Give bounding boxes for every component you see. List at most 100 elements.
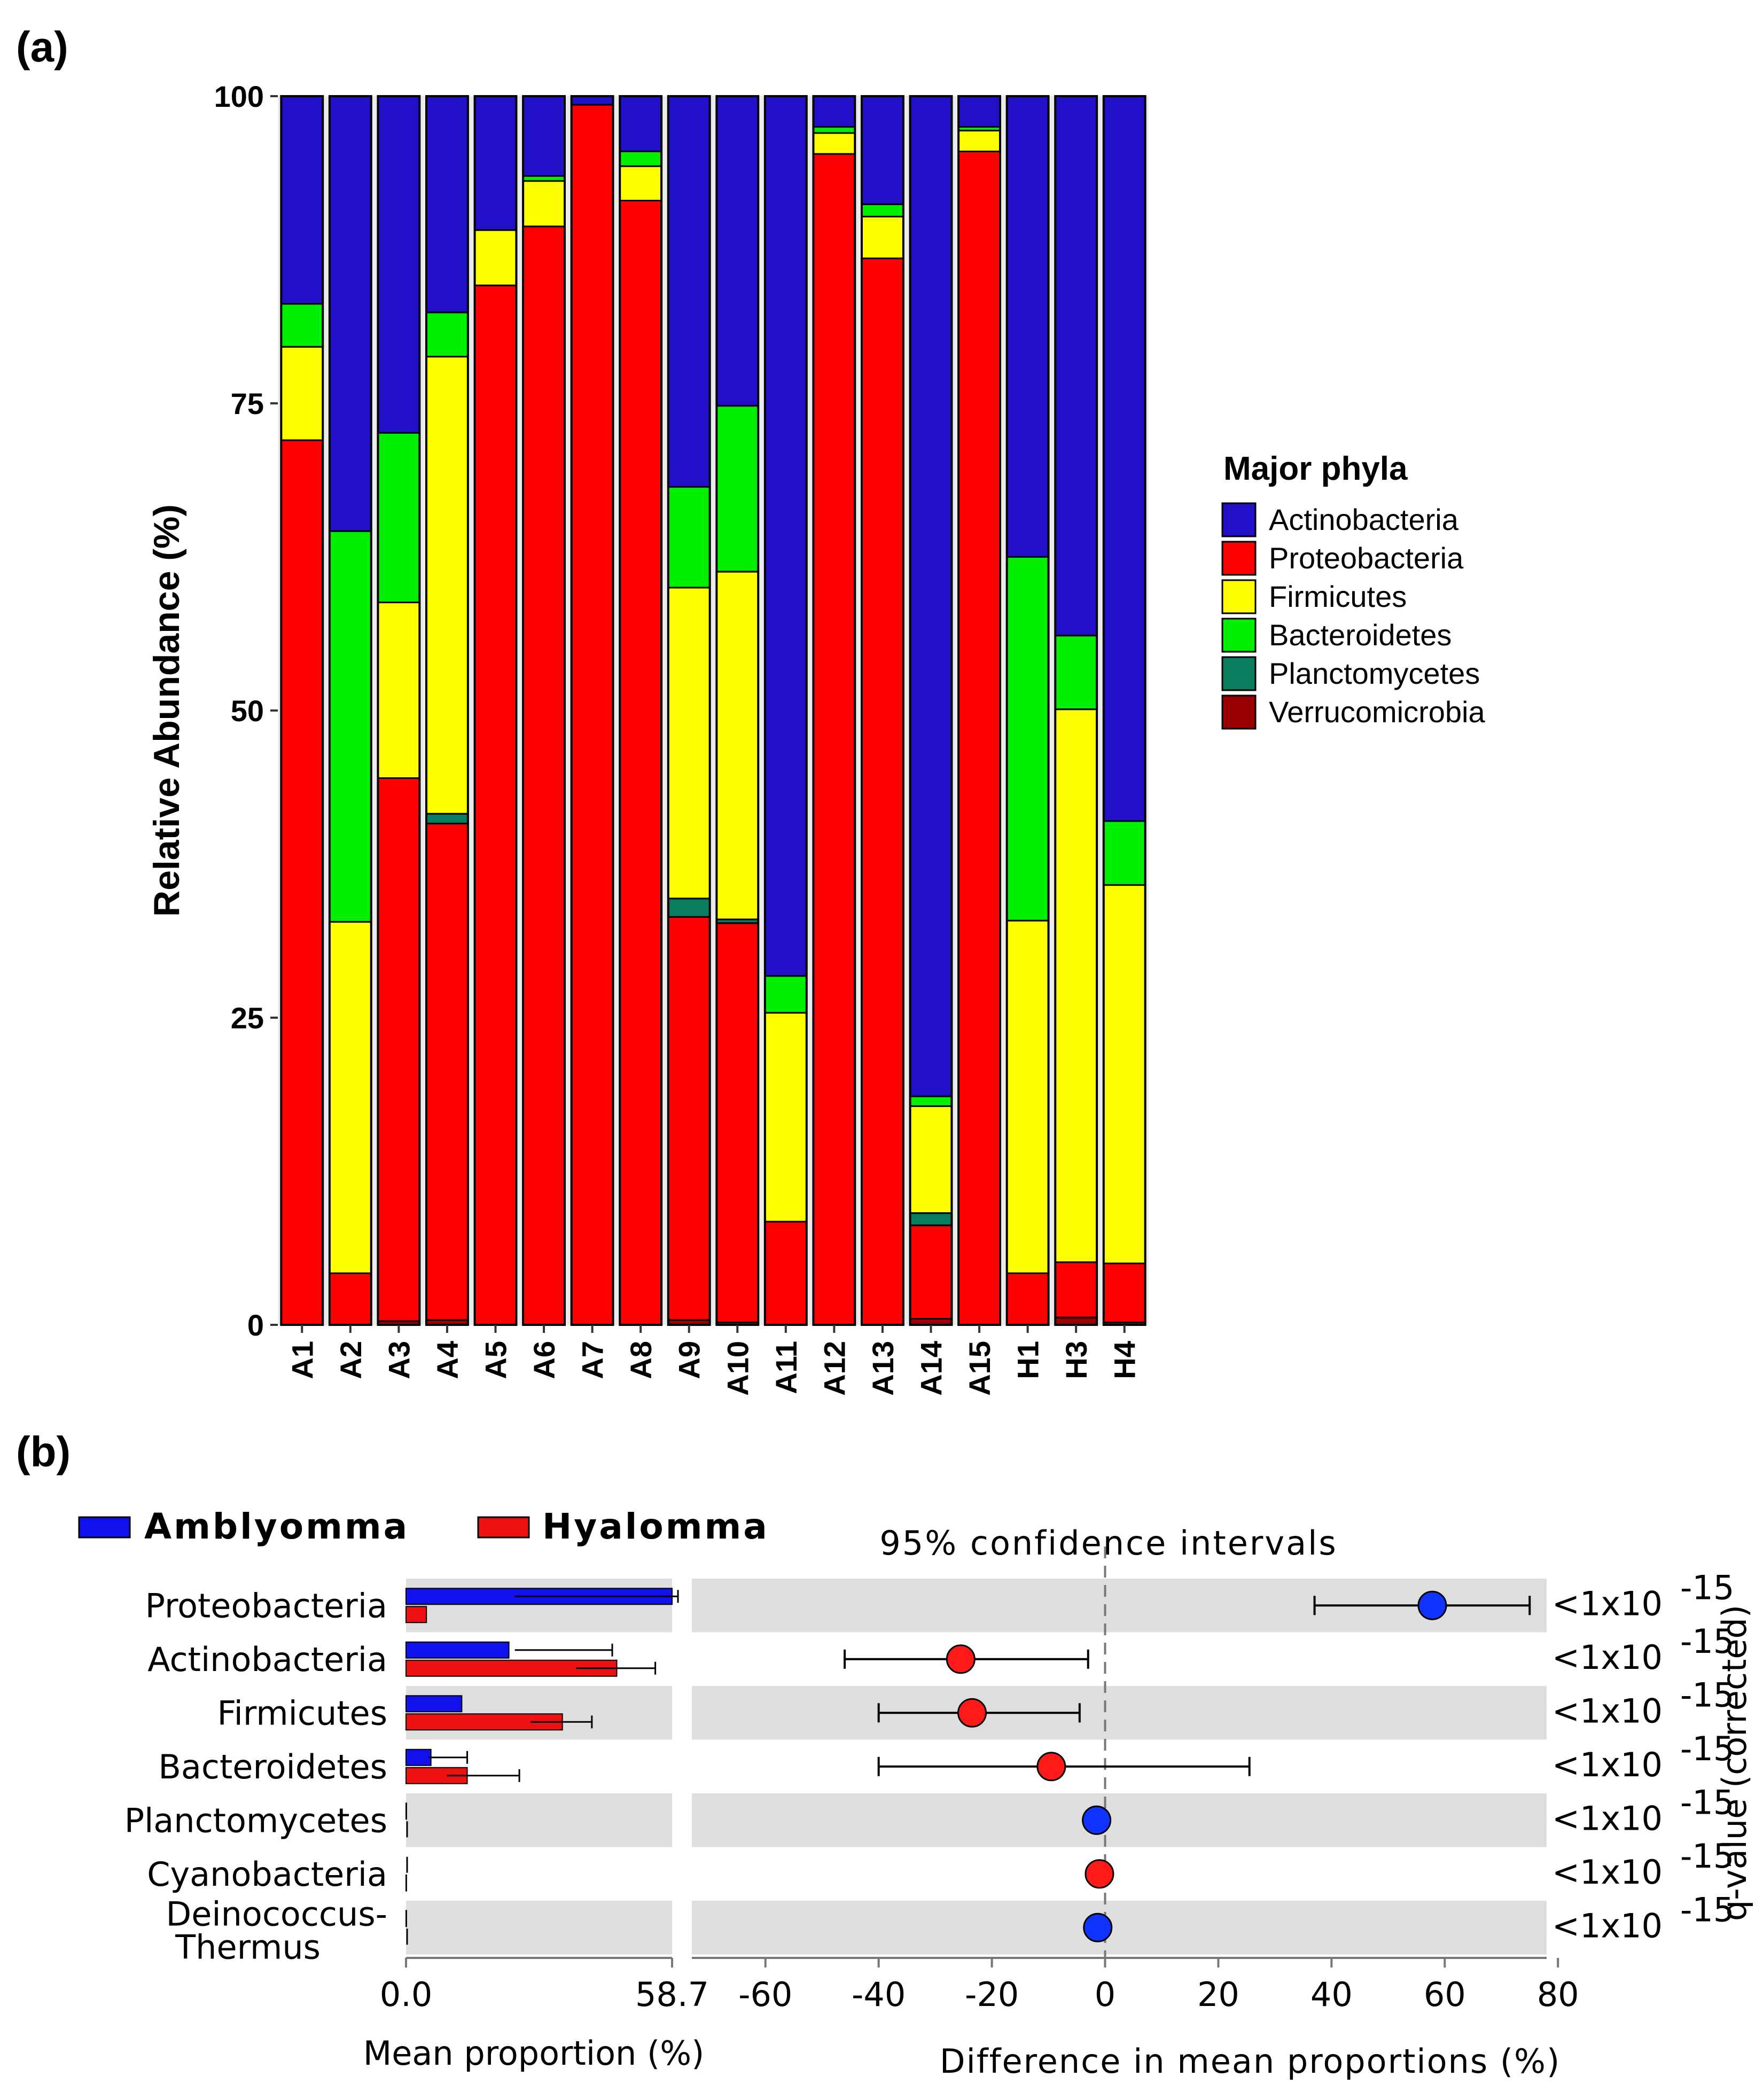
bar-segment-a9-actinobacteria (667, 95, 711, 488)
bar-segment-a4-proteobacteria (425, 823, 469, 1321)
q-value-actinobacteria: <1x10 (1552, 1638, 1663, 1677)
row-band (406, 1793, 672, 1847)
x-tick-label: 40 (1310, 1975, 1353, 2014)
y-tick-label: 50 (231, 694, 264, 728)
bar-segment-h3-actinobacteria (1054, 95, 1098, 637)
q-value-proteobacteria: <1x10 (1552, 1584, 1663, 1623)
bar-segment-a2-proteobacteria (329, 1272, 372, 1326)
mean-proportion-chart: Proteobacteria Actinobacteria Firmicutes Ba… (78, 1506, 769, 2073)
x-tick-label-a7: A7 (576, 1341, 610, 1379)
bar-amblyomma-planctomycetes (405, 1802, 407, 1820)
category-label-proteobacteria: Proteobacteria (145, 1586, 387, 1625)
row-band (406, 1901, 672, 1955)
bar-segment-a13-bacteroidetes (861, 203, 904, 217)
bar-segment-a11-firmicutes (764, 1012, 808, 1223)
bar-segment-h4-actinobacteria (1103, 95, 1146, 822)
bar-segment-a5-actinobacteria (474, 95, 517, 231)
x-tick-label-a3: A3 (382, 1341, 416, 1379)
bar-segment-a12-proteobacteria (812, 153, 856, 1326)
q-value-axis-title: q-value (corrected) (1715, 1605, 1754, 1921)
ci-title: 95% confidence intervals (879, 1524, 1337, 1563)
bar-segment-h3-verrucomicrobia (1054, 1316, 1098, 1326)
x-tick-label-a9: A9 (673, 1341, 706, 1379)
x-tick-label-a12: A12 (817, 1341, 851, 1396)
bar-segment-a6-actinobacteria (522, 95, 566, 177)
x-tick-label-a13: A13 (866, 1341, 900, 1396)
bar-segment-a5-proteobacteria (474, 284, 517, 1326)
legend-label-planctomycetes: Planctomycetes (1269, 657, 1480, 690)
y-tick-label: 0 (247, 1308, 264, 1342)
y-tick-label: 75 (231, 387, 264, 420)
x-tick-label-a5: A5 (479, 1341, 513, 1379)
bar-segment-a10-bacteroidetes (715, 405, 759, 573)
q-value-exponent: -15 (1680, 1622, 1734, 1661)
bar-segment-a12-bacteroidetes (812, 126, 856, 134)
q-value-exponent: -15 (1680, 1890, 1734, 1929)
bar-segment-h1-actinobacteria (1006, 95, 1050, 558)
q-value-exponent: -15 (1680, 1729, 1734, 1768)
effect-point-proteobacteria (1417, 1590, 1447, 1620)
bar-segment-a14-firmicutes (909, 1105, 953, 1214)
row-band (692, 1793, 1547, 1847)
x-tick-label: 58.7 (635, 1975, 709, 2014)
effect-point-deinococcus-thermus (1083, 1912, 1113, 1942)
q-value-exponent: -15 (1680, 1783, 1734, 1822)
x-tick-label: -40 (852, 1975, 906, 2014)
bar-segment-a8-proteobacteria (619, 200, 662, 1326)
legend-title: Major phyla (1223, 450, 1408, 487)
effect-point-actinobacteria (946, 1644, 976, 1674)
bar-hyalomma-cyanobacteria (405, 1874, 407, 1892)
bar-segment-a1-firmicutes (280, 346, 324, 441)
q-value-exponent: -15 (1680, 1837, 1734, 1876)
bar-segment-a9-bacteroidetes (667, 486, 711, 589)
bar-segment-a10-actinobacteria (715, 95, 759, 407)
category-label-thermus: Thermus (175, 1927, 321, 1966)
y-tick-label: 100 (214, 80, 264, 113)
legend-label-hyalomma: Hyalomma (542, 1506, 769, 1547)
legend-swatch-actinobacteria (1221, 502, 1257, 537)
category-label-bacteroidetes: Bacteroidetes (158, 1747, 387, 1786)
bar-segment-a9-proteobacteria (667, 916, 711, 1321)
bar-segment-h3-bacteroidetes (1054, 635, 1098, 711)
x-tick-label-h1: H1 (1011, 1341, 1045, 1379)
bar-hyalomma-proteobacteria (405, 1606, 427, 1623)
bar-segment-a14-proteobacteria (909, 1224, 953, 1320)
bar-segment-a8-firmicutes (619, 165, 662, 202)
bar-segment-a7-actinobacteria (571, 95, 614, 106)
legend-swatch-bacteroidetes (1221, 618, 1257, 653)
legend-swatch-verrucomicrobia (1221, 694, 1257, 730)
x-tick-label-a15: A15 (963, 1341, 996, 1396)
bar-segment-a4-actinobacteria (425, 95, 469, 314)
legend-swatch-firmicutes (1221, 579, 1257, 614)
bar-segment-h4-bacteroidetes (1103, 820, 1146, 886)
bar-segment-a4-planctomycetes (425, 813, 469, 825)
bar-amblyomma-actinobacteria (405, 1641, 510, 1659)
x-tick-label-h4: H4 (1108, 1341, 1142, 1379)
x-tick-label-a14: A14 (915, 1341, 948, 1396)
x-tick-label-a2: A2 (334, 1341, 368, 1379)
legend-label-firmicutes: Firmicutes (1269, 580, 1407, 613)
legend-label-bacteroidetes: Bacteroidetes (1269, 618, 1452, 652)
legend-swatch-planctomycetes (1221, 656, 1257, 691)
phyla-legend: Major phyla Actinobacteria Proteobacteria F… (1221, 450, 1485, 730)
category-label-actinobacteria: Actinobacteria (147, 1640, 387, 1679)
bar-segment-a3-actinobacteria (377, 95, 420, 434)
bar-segment-a6-firmicutes (522, 180, 566, 228)
bar-segment-a14-planctomycetes (909, 1212, 953, 1227)
legend-label-actinobacteria: Actinobacteria (1269, 503, 1459, 536)
x-tick-label-a4: A4 (431, 1341, 464, 1379)
x-tick-label-h3: H3 (1059, 1341, 1093, 1379)
x-tick-label: 80 (1537, 1975, 1579, 2014)
bar-amblyomma-deinococcus-thermus (405, 1910, 407, 1927)
bar-segment-a3-bacteroidetes (377, 432, 420, 604)
bar-segment-a10-proteobacteria (715, 922, 759, 1323)
q-value-deinococcus-thermus: <1x10 (1552, 1906, 1663, 1945)
legend-swatch-proteobacteria (1221, 541, 1257, 576)
bar-amblyomma-bacteroidetes (405, 1748, 432, 1766)
y-tick-label: 25 (231, 1001, 264, 1035)
bar-segment-a11-bacteroidetes (764, 975, 808, 1014)
bar-segment-a15-firmicutes (957, 129, 1001, 152)
y-axis-title: Relative Abundance (%) (146, 504, 187, 917)
bar-segment-h1-proteobacteria (1006, 1272, 1050, 1326)
